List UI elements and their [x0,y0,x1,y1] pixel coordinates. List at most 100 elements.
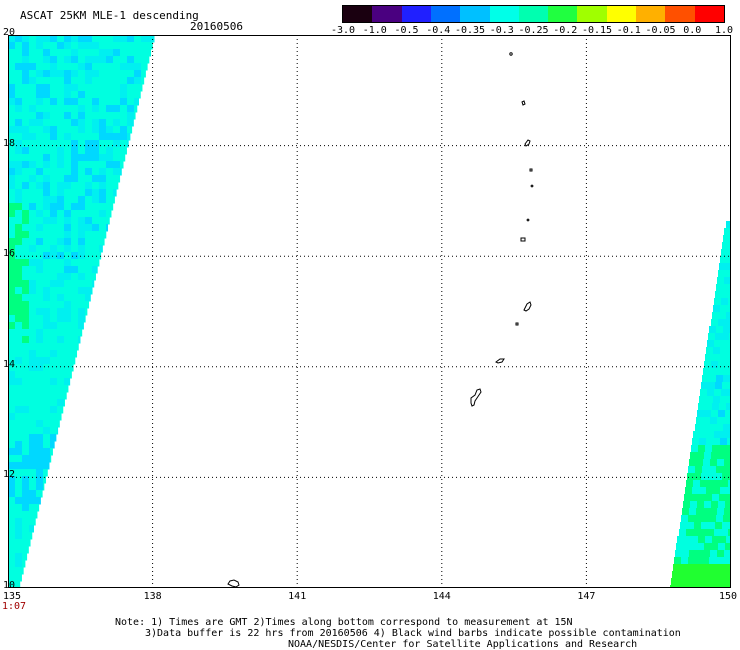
color-scale-label: 0.0 [683,25,702,36]
swath-cell [106,98,114,106]
swath-cell [719,494,727,502]
swath-cell [43,462,50,470]
swath-cell [15,483,23,491]
swath-cell [50,301,58,309]
swath-cell [726,221,731,229]
swath-cell [57,217,65,225]
swath-cell [22,357,30,365]
swath-cell [64,77,72,85]
swath-cell [43,231,51,239]
swath-cell [22,35,30,43]
swath-cell [50,196,58,204]
swath-cell [8,252,16,260]
swath-cell [50,252,58,260]
swath-cell [57,357,65,365]
swath-cell [78,175,86,183]
swath-cell [50,343,58,351]
time-label: 1:07 [2,601,27,612]
swath-cell [728,298,731,306]
swath-cell [43,378,51,386]
swath-cell [43,385,51,393]
swath-cell [43,469,48,477]
swath-cell [22,140,30,148]
swath-cell [29,63,37,71]
swath-cell [22,462,30,470]
swath-cell [50,406,58,414]
swath-cell [8,98,16,106]
swath-cell [134,77,142,85]
swath-cell [22,56,30,64]
swath-cell [36,490,43,498]
swath-cell [29,98,37,106]
swath-cell [57,147,65,155]
swath-cell [681,557,689,565]
swath-cell [106,217,110,225]
swath-cell [29,210,37,218]
swath-cell [15,581,21,588]
swath-cell [8,126,16,134]
swath-cell [723,326,731,334]
swath-cell [43,189,51,197]
swath-cell [99,126,107,134]
swath-cell [29,469,37,477]
swath-cell [57,112,65,120]
swath-cell [120,161,124,169]
swath-cell [64,210,72,218]
swath-cell [64,203,72,211]
swath-cell [92,161,100,169]
swath-cell [8,35,16,43]
swath-cell [22,203,30,211]
swath-cell [15,77,23,85]
swath-cell [15,266,23,274]
swath-cell [113,147,121,155]
swath-cell [29,455,37,463]
swath-cell [694,522,702,530]
swath-cell [92,259,100,267]
swath-cell [141,70,146,78]
swath-cell [50,105,58,113]
swath-cell [22,469,30,477]
swath-cell [64,182,72,190]
swath-cell [43,413,51,421]
swath-cell [714,298,722,306]
swath-cell [71,245,79,253]
swath-cell [36,126,44,134]
swath-cell [78,98,86,106]
swath-cell [71,350,78,358]
swath-cell [716,424,724,432]
swath-cell [43,287,51,295]
swath-cell [78,322,84,330]
swath-cell [92,280,95,288]
swath-cell [120,84,128,92]
swath-cell [15,84,23,92]
swath-cell [43,483,45,491]
swath-cell [85,217,93,225]
swath-cell [78,280,86,288]
longitude-label: 150 [718,591,738,602]
swath-cell [714,480,722,488]
island-coastlines [227,52,534,588]
swath-cell [43,371,51,379]
swath-cell [8,343,16,351]
swath-cell [57,161,65,169]
swath-cell [120,91,128,99]
swath-cell [57,154,65,162]
swath-cell [57,385,65,393]
swath-cell [699,396,707,404]
swath-cell [57,245,65,253]
swath-cell [99,161,107,169]
swath-cell [29,245,37,253]
color-scale-label: -0.15 [581,25,613,36]
swath-cell [85,175,93,183]
swath-cell [99,105,107,113]
swath-cell [696,459,704,467]
swath-cell [15,91,23,99]
swath-cell [696,508,704,516]
swath-cell [92,287,93,295]
swath-cell [716,284,724,292]
swath-cell [8,441,16,449]
swath-cell [709,466,717,474]
swath-cell [8,49,16,57]
swath-cell [78,112,86,120]
swath-cell [718,361,726,369]
